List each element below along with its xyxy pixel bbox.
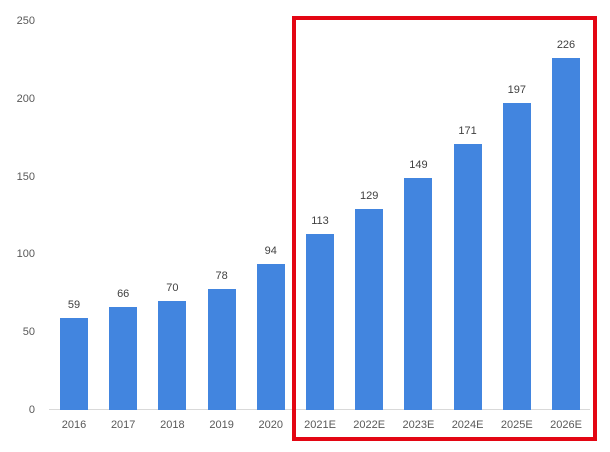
y-tick-label: 50 xyxy=(22,326,35,339)
y-tick-label: 150 xyxy=(16,170,35,183)
bar-2023e xyxy=(404,178,433,410)
x-tick-label: 2020 xyxy=(258,419,284,431)
x-tick-label: 2025E xyxy=(500,419,533,431)
data-label: 197 xyxy=(507,84,526,97)
bar-2026e xyxy=(552,58,580,410)
data-label: 59 xyxy=(67,299,81,312)
bar-2024e xyxy=(453,143,482,410)
x-tick-label: 2018 xyxy=(160,419,185,431)
x-tick-label: 2026E xyxy=(550,419,582,431)
data-label: 113 xyxy=(311,215,329,228)
data-label: 226 xyxy=(556,39,576,52)
data-label: 129 xyxy=(360,190,379,203)
bar-2018 xyxy=(158,301,187,410)
data-label: 70 xyxy=(166,282,179,295)
data-label: 94 xyxy=(264,244,277,257)
bar-2017 xyxy=(109,307,138,410)
x-tick-label: 2017 xyxy=(110,419,136,431)
x-tick-label: 2024E xyxy=(451,419,484,431)
bar-2020 xyxy=(256,263,285,410)
x-tick-label: 2016 xyxy=(61,419,87,431)
y-tick-label: 0 xyxy=(28,404,35,416)
bar-2022e xyxy=(355,209,384,410)
data-label: 171 xyxy=(458,124,477,137)
data-label: 149 xyxy=(409,159,428,172)
x-tick-label: 2019 xyxy=(209,419,234,431)
data-label: 78 xyxy=(215,269,228,282)
x-tick-label: 2022E xyxy=(353,419,386,431)
data-label: 66 xyxy=(117,288,130,301)
bar-2016 xyxy=(60,318,88,410)
y-tick-label: 200 xyxy=(16,92,35,105)
x-tick-label: 2021E xyxy=(304,419,336,431)
bar-2019 xyxy=(207,288,236,410)
bar-2021e xyxy=(306,234,334,410)
bar-2025e xyxy=(502,103,531,410)
y-tick-label: 100 xyxy=(16,248,35,261)
y-tick-label: 250 xyxy=(16,15,35,27)
x-tick-label: 2023E xyxy=(402,419,435,431)
